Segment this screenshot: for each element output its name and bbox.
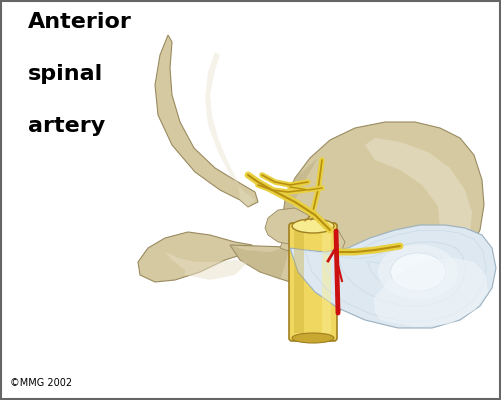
Polygon shape	[280, 225, 344, 258]
Text: Anterior: Anterior	[28, 12, 132, 32]
Ellipse shape	[292, 219, 333, 233]
Polygon shape	[359, 138, 471, 282]
Polygon shape	[265, 208, 312, 245]
Text: ©MMG 2002: ©MMG 2002	[10, 378, 72, 388]
Polygon shape	[290, 225, 495, 328]
Text: artery: artery	[28, 116, 105, 136]
Ellipse shape	[292, 333, 333, 343]
Text: spinal: spinal	[28, 64, 103, 84]
Polygon shape	[229, 122, 483, 288]
Polygon shape	[204, 52, 255, 207]
Polygon shape	[138, 232, 252, 282]
Polygon shape	[155, 35, 258, 207]
Polygon shape	[294, 231, 304, 333]
Polygon shape	[165, 252, 247, 280]
Ellipse shape	[377, 244, 457, 300]
Ellipse shape	[390, 253, 444, 291]
Polygon shape	[321, 231, 330, 333]
Polygon shape	[296, 282, 341, 320]
Polygon shape	[308, 295, 334, 316]
Polygon shape	[373, 258, 487, 327]
Polygon shape	[229, 158, 317, 280]
FancyBboxPatch shape	[289, 223, 336, 341]
